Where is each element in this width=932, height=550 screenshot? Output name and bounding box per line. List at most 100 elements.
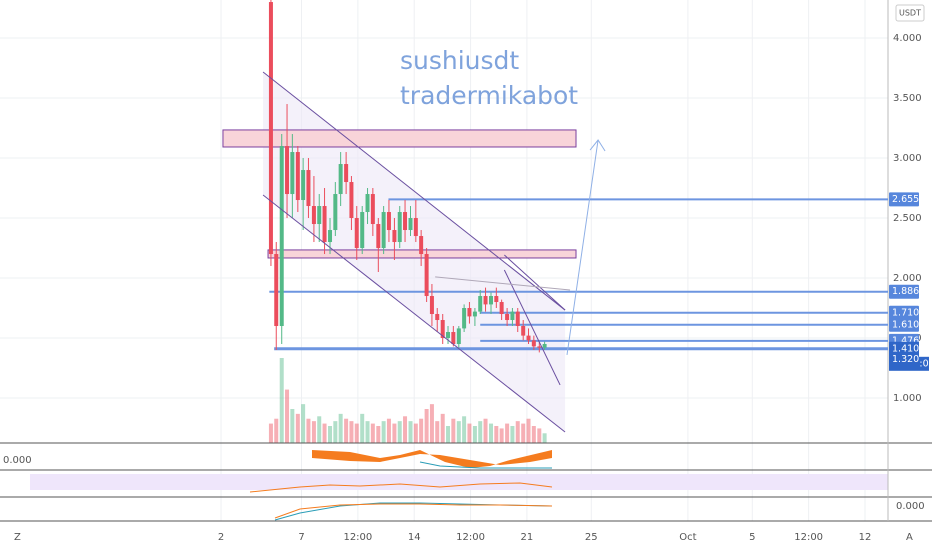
volume-bar <box>499 428 504 443</box>
y-tick-label: 3.000 <box>893 153 922 164</box>
x-tick-label: Oct <box>679 532 696 543</box>
volume-bar <box>344 418 349 443</box>
candle-body <box>274 254 279 327</box>
level-label: 1.610 <box>892 319 919 330</box>
chart-subtitle: tradermikabot <box>400 81 578 110</box>
candle-body <box>537 346 542 348</box>
volume-bar <box>279 358 284 443</box>
corner-label: Z <box>14 532 21 543</box>
candle-body <box>515 311 520 327</box>
candle-body <box>279 146 284 327</box>
x-tick-label: 7 <box>298 532 304 543</box>
candle-body <box>392 230 397 243</box>
candle-body <box>338 164 343 195</box>
volume-bar <box>397 421 402 443</box>
volume-bar <box>419 418 424 443</box>
candle-body <box>365 194 370 213</box>
y-tick-label: 2.500 <box>893 213 922 224</box>
volume-bar <box>349 421 354 443</box>
level-label: 1.410 <box>892 343 919 354</box>
x-tick-label: 25 <box>585 532 598 543</box>
volume-bar <box>531 426 536 443</box>
y-tick-label: 3.500 <box>893 93 922 104</box>
candle-body <box>386 212 391 231</box>
volume-bar <box>510 426 515 443</box>
volume-bar <box>354 423 359 443</box>
volume-bar <box>333 421 338 443</box>
volume-bar <box>483 418 488 443</box>
volume-bar <box>542 433 547 443</box>
price-marker-box <box>889 352 919 367</box>
level-label-box <box>889 284 919 299</box>
y-tick-label: 4.000 <box>893 33 922 44</box>
chart-title: sushiusdt <box>400 46 519 75</box>
macd-line <box>419 461 552 469</box>
volume-bar <box>456 421 461 443</box>
candle-body <box>403 212 408 231</box>
volume-bar <box>403 416 408 443</box>
candle-body <box>311 206 316 225</box>
volume-bar <box>526 418 531 443</box>
y-tick-label: 1.000 <box>893 393 922 404</box>
level-label-box <box>889 192 919 207</box>
volume-bar <box>505 423 510 443</box>
candle-body <box>456 328 461 345</box>
volume-bar <box>446 426 451 443</box>
volume-bar <box>376 426 381 443</box>
volume-bar <box>370 423 375 443</box>
candle-body <box>499 302 504 315</box>
level-label: 1.710 <box>892 307 919 318</box>
candle-body <box>322 206 327 243</box>
x-tick-label: 12:00 <box>343 532 372 543</box>
candle-body <box>419 236 424 255</box>
candle-body <box>521 326 526 336</box>
volume-bar <box>424 409 429 443</box>
candle-body <box>435 314 440 321</box>
x-tick-label: 12 <box>859 532 872 543</box>
level-label: 1.886 <box>892 286 919 297</box>
volume-bar <box>435 421 440 443</box>
level-label-box <box>889 317 919 332</box>
volume-bar <box>268 423 273 443</box>
macd-histogram <box>312 450 552 468</box>
candle-body <box>317 206 322 225</box>
volume-bar <box>429 404 434 443</box>
volume-bar <box>360 413 365 443</box>
rsi-band <box>30 474 888 490</box>
volume-bar <box>338 413 343 443</box>
candle-body <box>440 320 445 339</box>
candle-body <box>483 296 488 305</box>
volume-bar <box>489 423 494 443</box>
level-label-box <box>889 305 919 320</box>
volume-bar <box>392 423 397 443</box>
trend-line <box>435 276 571 291</box>
candle-body <box>328 230 333 243</box>
volume-bar <box>328 426 333 443</box>
candle-body <box>290 152 295 195</box>
trend-line <box>504 254 566 311</box>
x-tick-label: 21 <box>521 532 534 543</box>
arrow <box>566 139 599 355</box>
candle-body <box>478 296 483 312</box>
candle-body <box>381 212 386 249</box>
volume-bar <box>301 404 306 443</box>
x-tick-label: 5 <box>749 532 755 543</box>
volume-bar <box>290 409 295 443</box>
trend-line <box>503 269 561 386</box>
channel-line <box>262 194 566 433</box>
corner-label: A <box>906 532 913 543</box>
candle-body <box>413 218 418 237</box>
candle-body <box>531 340 536 347</box>
volume-bar <box>311 421 316 443</box>
volume-bar <box>472 426 477 443</box>
candle-body <box>510 311 515 321</box>
volume-bar <box>521 423 526 443</box>
arrow-head <box>589 139 606 152</box>
indicator-zero: 0.000 <box>3 455 32 466</box>
candle-body <box>446 332 451 339</box>
x-tick-label: 12:00 <box>456 532 485 543</box>
volume-bar <box>451 418 456 443</box>
candle-body <box>285 146 290 195</box>
candle-body <box>370 194 375 225</box>
